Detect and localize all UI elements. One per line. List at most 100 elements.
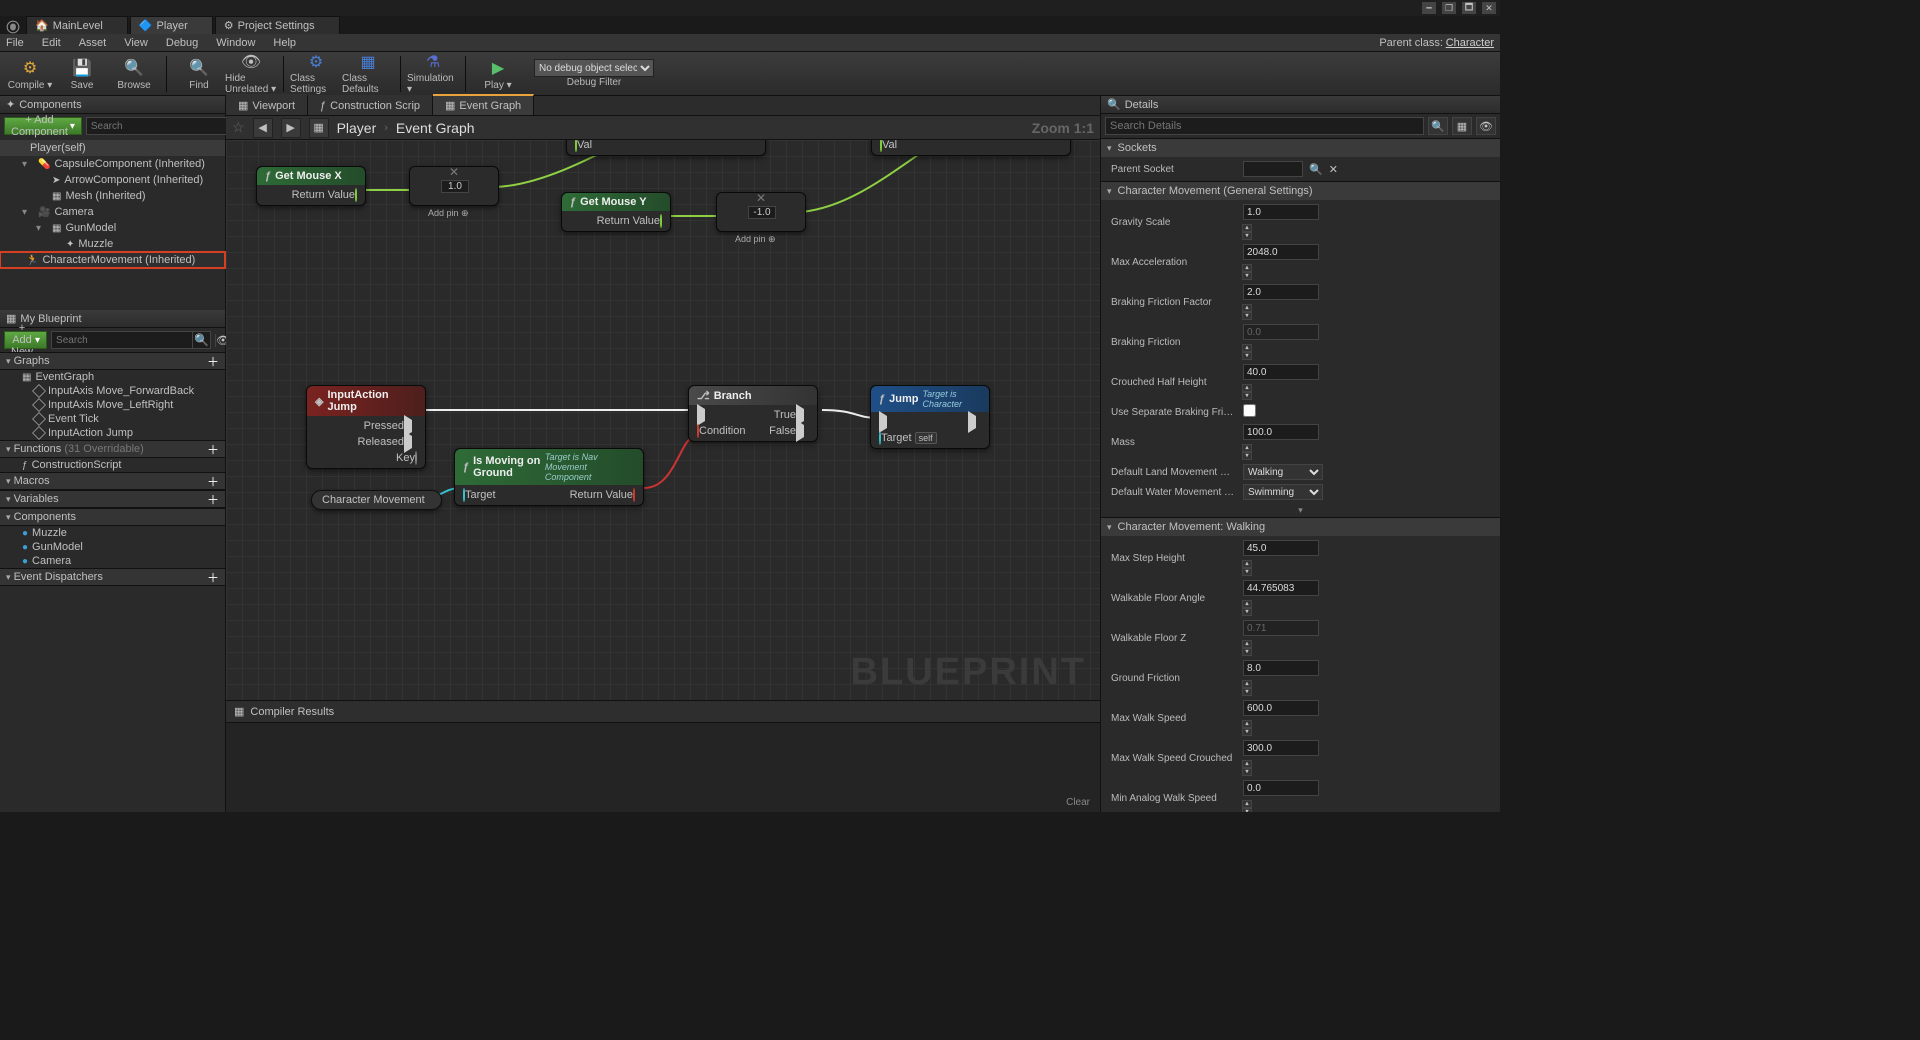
value-input[interactable]	[748, 206, 776, 219]
mybp-item[interactable]: ●GunModel	[0, 540, 225, 554]
menu-item[interactable]: Debug	[166, 37, 198, 49]
general-settings-header[interactable]: Character Movement (General Settings)	[1101, 182, 1500, 200]
mybp-item[interactable]: ●Camera	[0, 554, 225, 568]
subtab[interactable]: ▦Event Graph	[433, 94, 534, 115]
subtab[interactable]: ƒConstruction Scrip	[308, 95, 433, 115]
add-icon[interactable]: ＋	[207, 353, 219, 370]
debug-object-select[interactable]: No debug object selected	[534, 59, 654, 77]
component-item[interactable]: 🏃CharacterMovement (Inherited)	[0, 252, 225, 268]
add-pin-button[interactable]: Add pin ⊕	[735, 234, 776, 245]
spin-up[interactable]: ▴	[1242, 224, 1252, 232]
character-movement-variable[interactable]: Character Movement	[311, 490, 442, 510]
details-search-input[interactable]	[1105, 117, 1424, 135]
spin-up[interactable]: ▴	[1242, 640, 1252, 648]
property-select[interactable]: Swimming	[1243, 484, 1323, 500]
property-select[interactable]: Walking	[1243, 464, 1323, 480]
property-input[interactable]	[1243, 740, 1319, 756]
walking-section-header[interactable]: Character Movement: Walking	[1101, 518, 1500, 536]
property-input[interactable]	[1243, 700, 1319, 716]
get-mouse-node[interactable]: ƒGet Mouse X Return Value	[256, 166, 366, 206]
file-tab[interactable]: ⚙Project Settings	[215, 16, 340, 34]
spin-up[interactable]: ▴	[1242, 444, 1252, 452]
compiler-results-header[interactable]: ▦ Compiler Results	[226, 700, 1100, 722]
value-input[interactable]	[441, 180, 469, 193]
component-item[interactable]: ✦Muzzle	[0, 236, 225, 252]
mybp-section-header[interactable]: ▾ Functions (31 Overridable)＋	[0, 440, 225, 458]
spin-down[interactable]: ▾	[1242, 232, 1252, 240]
spin-down[interactable]: ▾	[1242, 352, 1252, 360]
spin-up[interactable]: ▴	[1242, 264, 1252, 272]
nav-forward-button[interactable]: ▶	[281, 118, 301, 138]
spin-up[interactable]: ▴	[1242, 720, 1252, 728]
nav-grid-button[interactable]: ▦	[309, 118, 329, 138]
add-icon[interactable]: ＋	[207, 441, 219, 458]
menu-item[interactable]: File	[6, 37, 24, 49]
file-tab[interactable]: 🔷Player	[130, 16, 213, 34]
mybp-item[interactable]: Event Tick	[0, 412, 225, 426]
add-new-button[interactable]: + Add New ▾	[4, 331, 47, 349]
add-icon[interactable]: ＋	[207, 473, 219, 490]
window-close[interactable]: ✕	[1482, 2, 1496, 14]
spin-up[interactable]: ▴	[1242, 760, 1252, 768]
spin-up[interactable]: ▴	[1242, 560, 1252, 568]
menu-item[interactable]: View	[124, 37, 148, 49]
menu-item[interactable]: Asset	[79, 37, 107, 49]
reroute-node[interactable]: ✕ Add pin ⊕	[716, 192, 806, 232]
favorite-icon[interactable]: ☆	[232, 119, 245, 136]
window-restore[interactable]: ❐	[1442, 2, 1456, 14]
spin-up[interactable]: ▴	[1242, 344, 1252, 352]
menu-item[interactable]: Window	[216, 37, 255, 49]
property-input[interactable]	[1243, 580, 1319, 596]
spin-down[interactable]: ▾	[1242, 768, 1252, 776]
spin-down[interactable]: ▾	[1242, 272, 1252, 280]
add-icon[interactable]: ＋	[207, 569, 219, 586]
subtab[interactable]: ▦Viewport	[226, 94, 308, 115]
save-button[interactable]: 💾Save	[56, 53, 108, 95]
reroute-node[interactable]: ✕ Add pin ⊕	[409, 166, 499, 206]
mybp-item[interactable]: InputAxis Move_LeftRight	[0, 398, 225, 412]
branch-node[interactable]: ⎇Branch True ConditionFalse	[688, 385, 818, 442]
node-stub[interactable]: Val	[566, 140, 766, 156]
menu-item[interactable]: Help	[273, 37, 296, 49]
inputaction-jump-node[interactable]: ◈InputAction Jump Pressed Released Key	[306, 385, 426, 469]
components-search-input[interactable]	[86, 117, 228, 135]
browse-button[interactable]: 🔍Browse	[108, 53, 160, 95]
mybp-item[interactable]: ●Muzzle	[0, 526, 225, 540]
mybp-item[interactable]: InputAction Jump	[0, 426, 225, 440]
spin-down[interactable]: ▾	[1242, 688, 1252, 696]
mybp-section-header[interactable]: ▾ Event Dispatchers＋	[0, 568, 225, 586]
spin-up[interactable]: ▴	[1242, 600, 1252, 608]
property-input[interactable]	[1243, 780, 1319, 796]
add-icon[interactable]: ＋	[207, 491, 219, 508]
property-input[interactable]	[1243, 620, 1319, 636]
event-graph-canvas[interactable]: BLUEPRINT Val ValƒGet Mouse X Return Val…	[226, 140, 1100, 700]
spin-down[interactable]: ▾	[1242, 568, 1252, 576]
component-item[interactable]: ▾▦GunModel	[0, 220, 225, 236]
spin-up[interactable]: ▴	[1242, 680, 1252, 688]
window-maximize[interactable]: 🗖	[1462, 2, 1476, 14]
expand-section-icon[interactable]: ▾	[1101, 504, 1500, 517]
mybp-item[interactable]: ▦EventGraph	[0, 370, 225, 384]
spin-down[interactable]: ▾	[1242, 312, 1252, 320]
is-moving-on-ground-node[interactable]: ƒIs Moving on GroundTarget is Nav Moveme…	[454, 448, 644, 506]
component-item[interactable]: ▦Mesh (Inherited)	[0, 188, 225, 204]
class-defaults-button[interactable]: ▦Class Defaults	[342, 53, 394, 95]
spin-down[interactable]: ▾	[1242, 452, 1252, 460]
spin-down[interactable]: ▾	[1242, 392, 1252, 400]
property-checkbox[interactable]	[1243, 404, 1256, 417]
window-minimize[interactable]: 🗕	[1422, 2, 1436, 14]
mybp-item[interactable]: ƒConstructionScript	[0, 458, 225, 472]
property-input[interactable]	[1243, 204, 1319, 220]
find-button[interactable]: 🔍Find	[173, 53, 225, 95]
get-mouse-node[interactable]: ƒGet Mouse Y Return Value	[561, 192, 671, 232]
property-input[interactable]	[1243, 424, 1319, 440]
property-input[interactable]	[1243, 364, 1319, 380]
property-input[interactable]	[1243, 284, 1319, 300]
compiler-clear-button[interactable]: Clear	[1066, 797, 1090, 808]
breadcrumb-root[interactable]: Player	[337, 120, 377, 136]
mybp-item[interactable]: InputAxis Move_ForwardBack	[0, 384, 225, 398]
spin-up[interactable]: ▴	[1242, 384, 1252, 392]
search-icon[interactable]: 🔍	[193, 331, 211, 349]
mybp-section-header[interactable]: ▾ Variables＋	[0, 490, 225, 508]
compile-button[interactable]: ⚙Compile ▾	[4, 53, 56, 95]
